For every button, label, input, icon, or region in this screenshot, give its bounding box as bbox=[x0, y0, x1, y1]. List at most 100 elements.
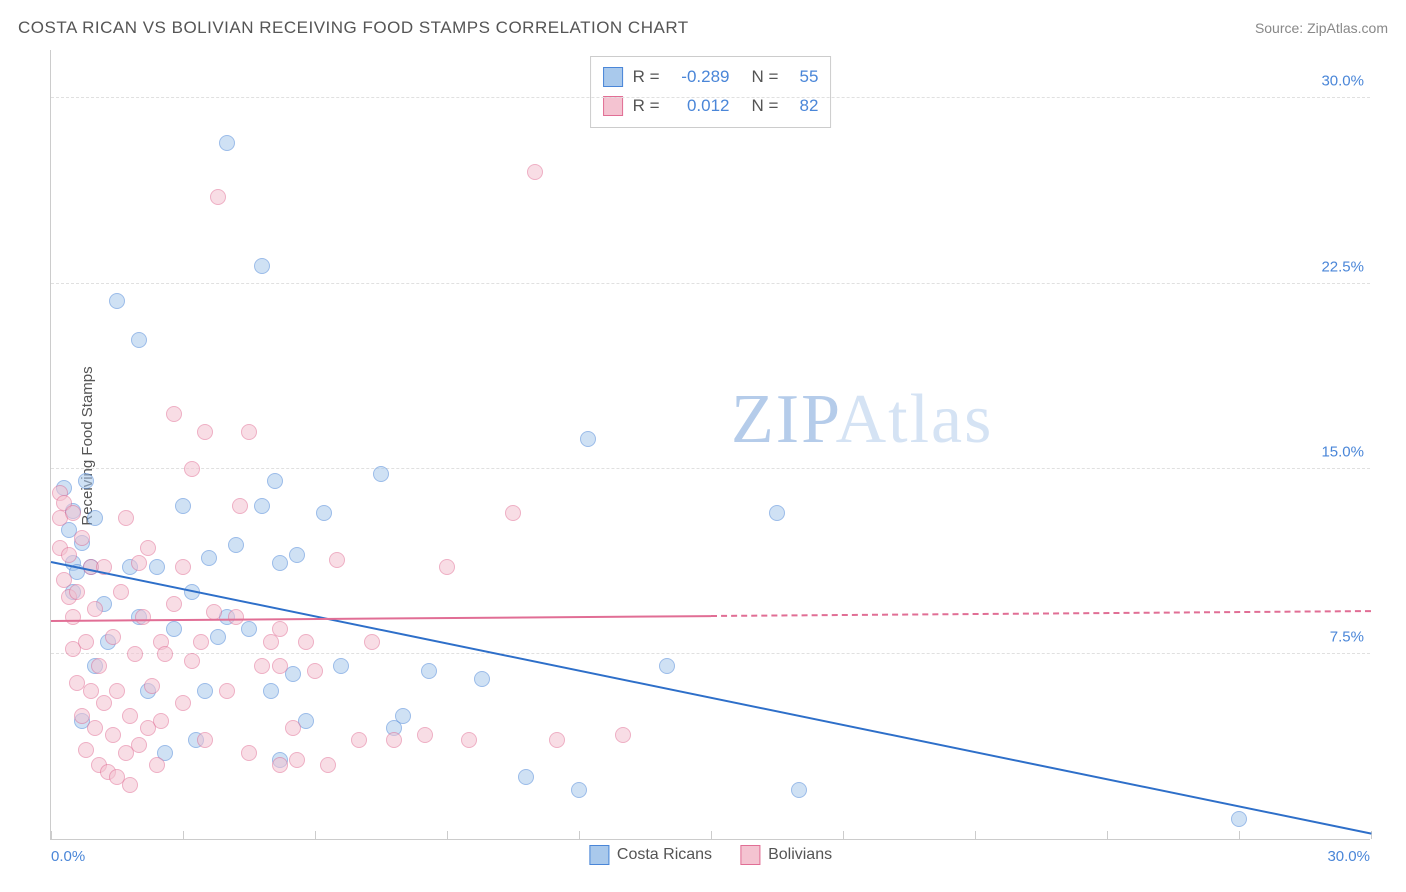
data-point bbox=[307, 663, 323, 679]
legend-item: Bolivians bbox=[740, 845, 832, 865]
data-point bbox=[228, 609, 244, 625]
stats-row: R =-0.289N =55 bbox=[603, 63, 819, 92]
data-point bbox=[83, 683, 99, 699]
legend-swatch bbox=[603, 96, 623, 116]
y-tick-label: 22.5% bbox=[1321, 258, 1364, 275]
data-point bbox=[166, 406, 182, 422]
data-point bbox=[131, 737, 147, 753]
series-legend: Costa Ricans Bolivians bbox=[589, 845, 832, 865]
data-point bbox=[417, 727, 433, 743]
data-point bbox=[254, 258, 270, 274]
data-point bbox=[571, 782, 587, 798]
trend-line bbox=[51, 561, 1371, 835]
data-point bbox=[118, 510, 134, 526]
data-point bbox=[228, 537, 244, 553]
data-point bbox=[197, 683, 213, 699]
data-point bbox=[329, 552, 345, 568]
data-point bbox=[285, 720, 301, 736]
legend-label: Bolivians bbox=[768, 846, 832, 864]
x-tick bbox=[51, 831, 52, 839]
data-point bbox=[105, 629, 121, 645]
data-point bbox=[272, 757, 288, 773]
data-point bbox=[474, 671, 490, 687]
x-axis-max-label: 30.0% bbox=[1327, 848, 1370, 865]
data-point bbox=[131, 332, 147, 348]
x-tick bbox=[843, 831, 844, 839]
data-point bbox=[461, 732, 477, 748]
legend-swatch bbox=[603, 67, 623, 87]
data-point bbox=[87, 601, 103, 617]
data-point bbox=[197, 732, 213, 748]
stats-legend: R =-0.289N =55R =0.012N =82 bbox=[590, 56, 832, 128]
n-label: N = bbox=[752, 92, 779, 121]
data-point bbox=[615, 727, 631, 743]
x-tick bbox=[975, 831, 976, 839]
legend-label: Costa Ricans bbox=[617, 846, 712, 864]
n-value: 55 bbox=[788, 63, 818, 92]
x-axis-min-label: 0.0% bbox=[51, 848, 85, 865]
data-point bbox=[351, 732, 367, 748]
r-label: R = bbox=[633, 63, 660, 92]
data-point bbox=[78, 473, 94, 489]
legend-swatch bbox=[589, 845, 609, 865]
x-tick bbox=[579, 831, 580, 839]
x-tick bbox=[711, 831, 712, 839]
watermark: ZIPAtlas bbox=[731, 380, 993, 460]
data-point bbox=[149, 559, 165, 575]
x-tick bbox=[1107, 831, 1108, 839]
data-point bbox=[263, 683, 279, 699]
data-point bbox=[122, 708, 138, 724]
data-point bbox=[289, 752, 305, 768]
data-point bbox=[56, 572, 72, 588]
data-point bbox=[580, 431, 596, 447]
gridline bbox=[51, 653, 1370, 654]
data-point bbox=[78, 742, 94, 758]
data-point bbox=[109, 293, 125, 309]
data-point bbox=[184, 461, 200, 477]
stats-row: R =0.012N =82 bbox=[603, 92, 819, 121]
data-point bbox=[135, 609, 151, 625]
data-point bbox=[210, 189, 226, 205]
data-point bbox=[316, 505, 332, 521]
data-point bbox=[122, 777, 138, 793]
y-tick-label: 7.5% bbox=[1330, 628, 1364, 645]
data-point bbox=[505, 505, 521, 521]
data-point bbox=[197, 424, 213, 440]
n-label: N = bbox=[752, 63, 779, 92]
data-point bbox=[87, 720, 103, 736]
y-tick-label: 15.0% bbox=[1321, 443, 1364, 460]
r-label: R = bbox=[633, 92, 660, 121]
data-point bbox=[113, 584, 129, 600]
data-point bbox=[210, 629, 226, 645]
data-point bbox=[175, 695, 191, 711]
x-tick bbox=[315, 831, 316, 839]
data-point bbox=[109, 683, 125, 699]
data-point bbox=[254, 658, 270, 674]
data-point bbox=[131, 555, 147, 571]
data-point bbox=[105, 727, 121, 743]
data-point bbox=[219, 135, 235, 151]
data-point bbox=[518, 769, 534, 785]
data-point bbox=[69, 584, 85, 600]
source-attribution: Source: ZipAtlas.com bbox=[1255, 20, 1388, 36]
gridline bbox=[51, 283, 1370, 284]
x-tick bbox=[1239, 831, 1240, 839]
data-point bbox=[254, 498, 270, 514]
data-point bbox=[175, 498, 191, 514]
data-point bbox=[206, 604, 222, 620]
data-point bbox=[421, 663, 437, 679]
data-point bbox=[166, 621, 182, 637]
data-point bbox=[232, 498, 248, 514]
data-point bbox=[241, 745, 257, 761]
data-point bbox=[769, 505, 785, 521]
data-point bbox=[65, 609, 81, 625]
legend-item: Costa Ricans bbox=[589, 845, 712, 865]
data-point bbox=[127, 646, 143, 662]
gridline bbox=[51, 468, 1370, 469]
data-point bbox=[144, 678, 160, 694]
data-point bbox=[386, 732, 402, 748]
data-point bbox=[166, 596, 182, 612]
data-point bbox=[175, 559, 191, 575]
x-tick bbox=[447, 831, 448, 839]
data-point bbox=[140, 540, 156, 556]
